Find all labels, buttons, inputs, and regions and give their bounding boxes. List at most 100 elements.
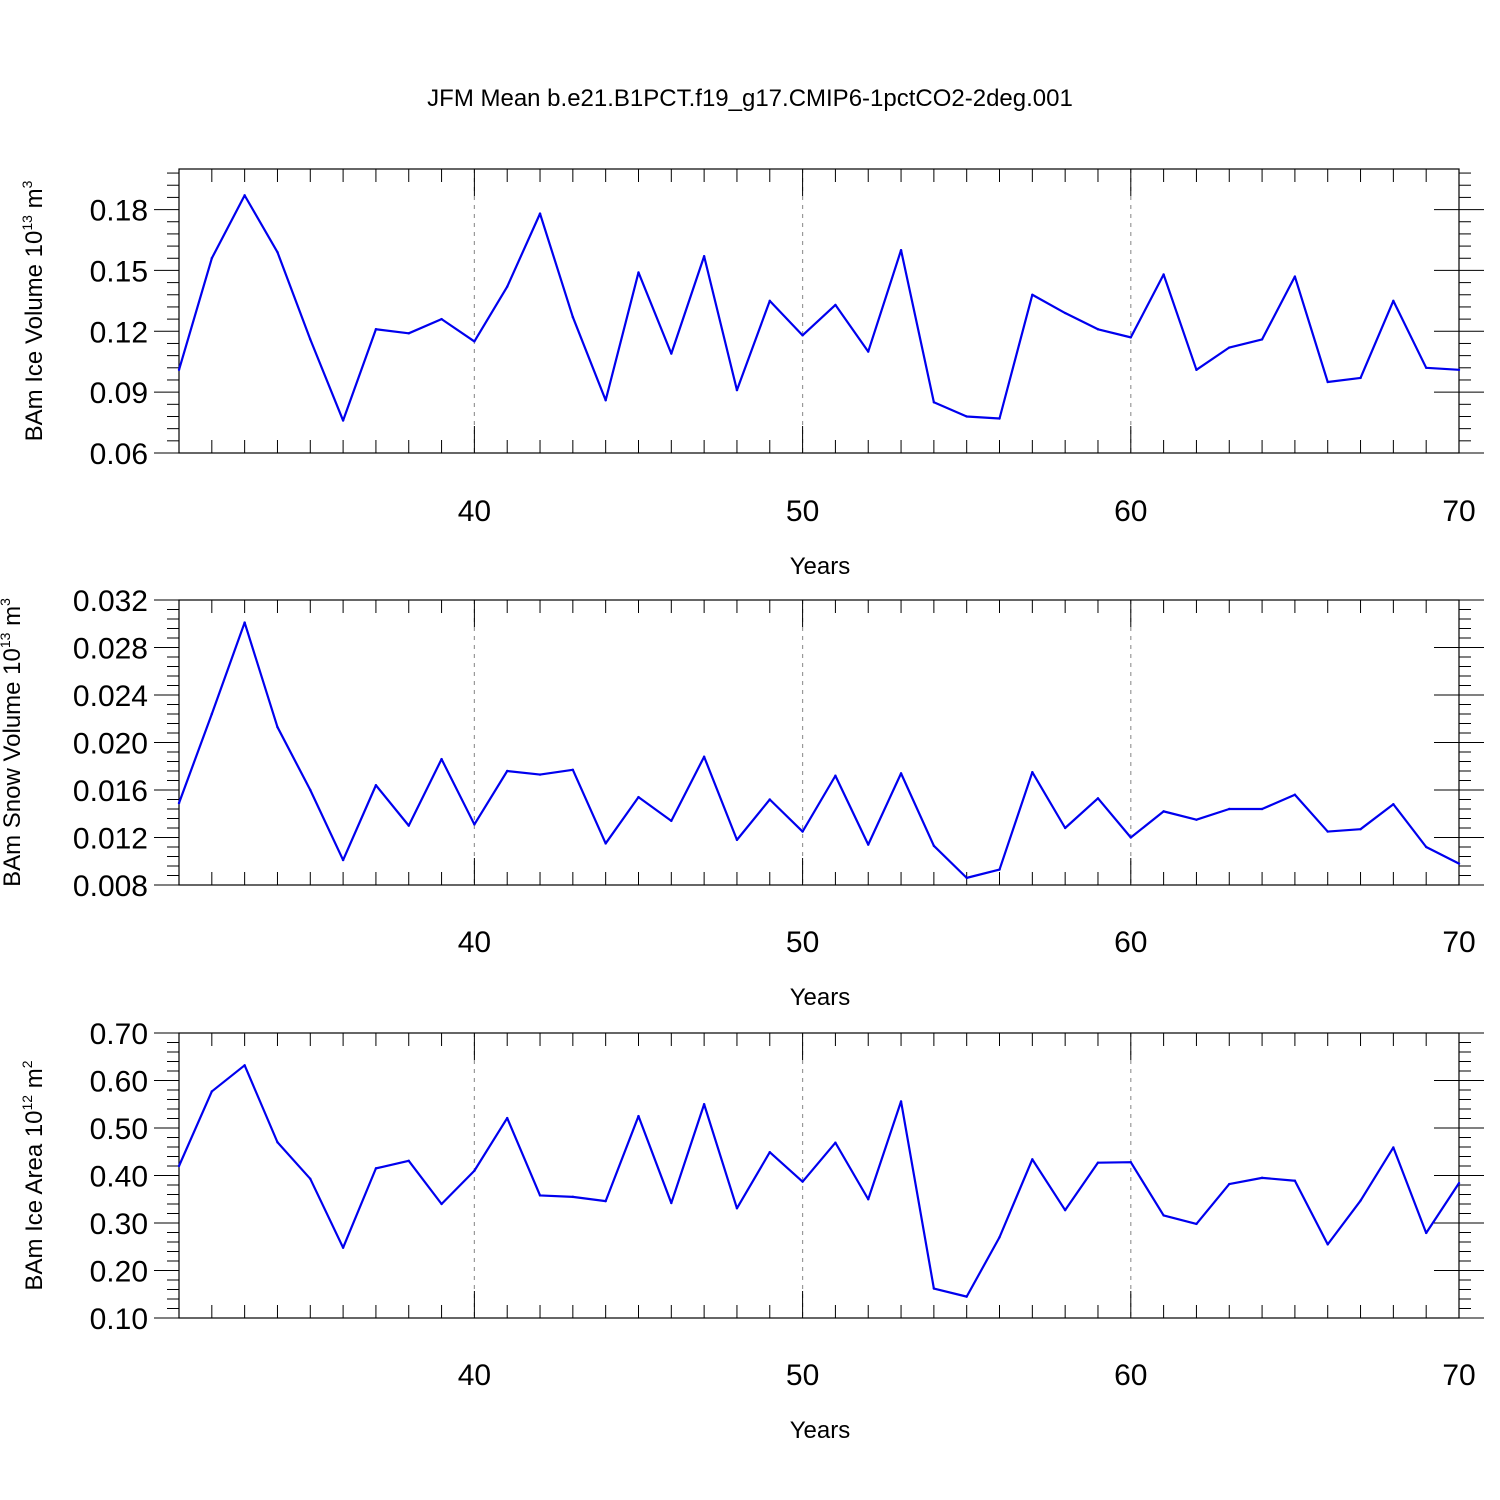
data-point — [407, 332, 410, 335]
y-tick-label: 0.15 — [90, 255, 148, 288]
data-point — [341, 419, 345, 422]
data-point — [1359, 827, 1362, 831]
y-tick-label: 0.70 — [90, 1018, 148, 1051]
data-point — [702, 255, 706, 258]
x-tick-label: 50 — [786, 495, 819, 528]
data-point — [407, 1159, 410, 1162]
data-point — [1392, 1146, 1395, 1149]
x-tick-label: 60 — [1114, 1359, 1147, 1392]
series-line — [177, 1064, 1460, 1298]
y-axis-label-superscript: 13 — [19, 215, 35, 231]
y-tick-label: 0.10 — [90, 1303, 148, 1336]
data-point — [177, 368, 181, 372]
data-point — [1424, 366, 1428, 369]
x-tick-label: 40 — [458, 926, 491, 959]
x-tick-label: 60 — [1114, 495, 1147, 528]
data-point — [374, 328, 378, 331]
data-point — [243, 621, 246, 624]
data-point — [1359, 1199, 1362, 1202]
data-point — [374, 1167, 378, 1170]
data-point — [1195, 1222, 1198, 1226]
data-point — [210, 712, 214, 716]
data-point — [1293, 275, 1297, 278]
data-point — [965, 876, 968, 880]
data-point — [998, 417, 1001, 420]
data-point — [735, 1207, 739, 1210]
data-point — [1260, 1176, 1264, 1180]
y-tick-label: 0.016 — [73, 775, 148, 808]
data-point — [243, 1064, 246, 1067]
data-point — [1457, 1181, 1461, 1185]
data-point — [801, 334, 804, 337]
data-point — [1096, 797, 1100, 800]
x-tick-label: 70 — [1442, 495, 1475, 528]
data-point — [1260, 338, 1264, 341]
y-axis-label-superscript: 2 — [19, 1060, 35, 1068]
y-axis-label-part: BAm Snow Volume 10 — [0, 648, 26, 887]
plot-frame — [178, 599, 1460, 886]
y-tick-label: 0.008 — [73, 870, 148, 903]
data-point — [604, 399, 607, 402]
data-point — [177, 801, 181, 805]
y-axis-label-part: BAm Ice Area 10 — [21, 1110, 48, 1290]
y-axis-label-superscript: 12 — [19, 1095, 35, 1111]
y-axis-label-part: m — [21, 1068, 48, 1095]
data-point — [440, 757, 443, 761]
y-axis-label-superscript: 13 — [0, 632, 13, 648]
data-point — [834, 303, 837, 307]
data-point — [1031, 770, 1034, 774]
y-tick-label: 0.09 — [90, 377, 148, 410]
data-point — [473, 1169, 476, 1172]
data-point — [538, 1194, 542, 1197]
x-tick-label: 60 — [1114, 926, 1147, 959]
data-point — [1293, 793, 1297, 796]
data-point — [571, 1195, 575, 1199]
data-point — [604, 1199, 607, 1203]
data-point — [210, 257, 214, 260]
data-point — [670, 819, 673, 823]
y-axis-label-part: m — [0, 606, 26, 633]
y-axis-label-superscript: 3 — [19, 180, 35, 188]
data-point — [276, 250, 279, 254]
y-tick-label: 0.06 — [90, 438, 148, 471]
x-axis-label: Years — [790, 984, 851, 1011]
data-point — [1162, 810, 1165, 813]
data-point — [932, 401, 936, 404]
data-point — [1228, 346, 1231, 349]
data-point — [768, 798, 771, 801]
data-point — [1031, 293, 1034, 296]
data-point — [1162, 273, 1165, 276]
x-tick-label: 50 — [786, 926, 819, 959]
data-point — [702, 755, 706, 758]
y-axis-label-superscript: 3 — [0, 598, 13, 606]
data-point — [1392, 803, 1395, 806]
data-point — [1096, 328, 1100, 331]
data-point — [932, 1287, 936, 1290]
data-point — [440, 317, 443, 321]
data-point — [735, 838, 739, 842]
data-point — [571, 768, 575, 772]
data-point — [932, 844, 936, 848]
data-point — [1195, 368, 1198, 372]
x-tick-label: 70 — [1442, 926, 1475, 959]
data-point — [735, 388, 739, 392]
data-point — [1457, 862, 1461, 865]
data-point — [1392, 299, 1395, 303]
data-point — [1359, 376, 1362, 380]
chart-title: JFM Mean b.e21.B1PCT.f19_g17.CMIP6-1pctC… — [427, 85, 1073, 112]
data-point — [768, 299, 771, 303]
data-point — [1063, 311, 1067, 315]
y-tick-label: 0.012 — [73, 823, 148, 856]
y-tick-label: 0.60 — [90, 1066, 148, 1099]
chart-panel-3: 0.10 0.20 0.30 0.40 0.50 0.60 0.70 40 50 60 70 Year… — [19, 1018, 1484, 1444]
y-axis-label: BAm Snow Volume 1013 m3 — [0, 598, 26, 887]
data-point — [1424, 845, 1428, 849]
y-axis-label: BAm Ice Area 1012 m2 — [19, 1060, 48, 1290]
x-axis-label: Years — [790, 553, 851, 580]
data-point — [1195, 818, 1198, 821]
data-point — [506, 769, 509, 773]
plot-frame — [178, 1032, 1460, 1319]
series-line — [177, 194, 1460, 422]
y-tick-label: 0.024 — [73, 680, 148, 713]
data-point — [1031, 1158, 1034, 1161]
